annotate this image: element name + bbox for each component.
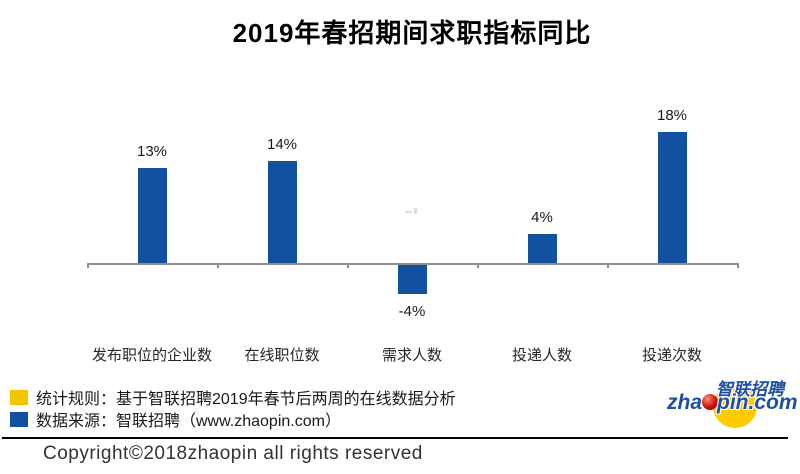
legend-swatch-yellow: [10, 389, 28, 405]
axis-tick: [737, 263, 739, 268]
category-label: 投递次数: [641, 347, 702, 364]
logo-chinese-text: 智联招聘: [716, 380, 784, 399]
axis-tick: [477, 263, 479, 268]
legend-swatch-blue: [10, 411, 28, 427]
legend-item-stat-rule: 统计规则：基于智联招聘2019年春节后两周的在线数据分析: [10, 386, 456, 408]
axis-tick: [87, 263, 89, 268]
value-label: 14%: [266, 136, 298, 154]
bar: [267, 161, 297, 263]
logo-domain-suffix: pin.com: [717, 391, 798, 414]
axis-tick: [607, 263, 609, 268]
zhaopin-logo: 智联招聘 zha pin.com: [660, 374, 800, 436]
legend-item-data-source: 数据来源：智联招聘（www.zhaopin.com）: [10, 408, 456, 430]
category-label: 投递人数: [511, 347, 572, 364]
legend: 统计规则：基于智联招聘2019年春节后两周的在线数据分析 数据来源：智联招聘（w…: [10, 386, 456, 430]
category-label: 在线职位数: [244, 347, 320, 364]
category-label: 需求人数: [381, 347, 442, 364]
value-label: 4%: [531, 208, 553, 226]
axis-tick: [217, 263, 219, 268]
axis-tick: [347, 263, 349, 268]
logo-red-ball-icon: [702, 394, 719, 410]
x-axis-line: [87, 263, 737, 265]
bar: [397, 264, 427, 294]
value-label: 13%: [136, 143, 168, 161]
value-label: -4%: [398, 303, 426, 321]
copyright-text: Copyright©2018zhaopin all rights reserve…: [43, 443, 423, 464]
legend-stat-rule-label: 统计规则：基于智联招聘2019年春节后两周的在线数据分析: [36, 391, 456, 408]
chart-title: 2019年春招期间求职指标同比: [232, 18, 592, 48]
logo-domain-text: zha pin.com: [667, 391, 798, 415]
footer-divider: [2, 437, 788, 439]
category-label: 发布职位的企业数: [91, 347, 212, 364]
logo-domain-prefix: zha: [667, 391, 703, 414]
logo-yellow-ellipse: [713, 385, 757, 428]
legend-data-source-label: 数据来源：智联招聘（www.zhaopin.com）: [36, 413, 341, 430]
render-artifact: [405, 208, 417, 214]
bar: [137, 168, 167, 263]
value-label: 18%: [656, 107, 688, 125]
bar: [527, 233, 557, 263]
bar: [657, 132, 687, 263]
